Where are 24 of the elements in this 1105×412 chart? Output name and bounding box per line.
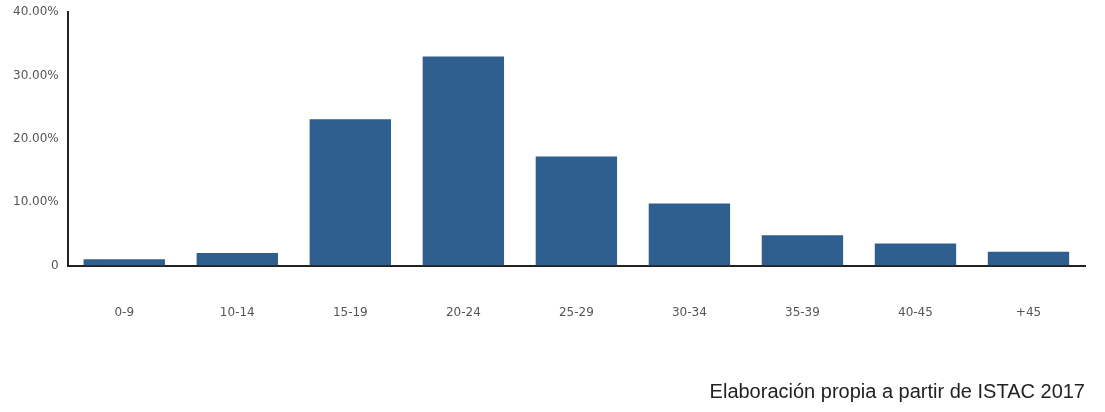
y-tick-label: 0 [51,257,59,272]
y-tick-label: 40.00% [12,4,59,19]
bar [987,251,1070,266]
bar [648,203,731,266]
bar [535,156,618,266]
x-tick-label: 0-9 [114,304,135,319]
x-tick-label: 15-19 [332,304,368,319]
y-tick-label: 20.00% [12,130,59,145]
x-tick-label: +45 [1015,304,1042,319]
y-tick-label: 30.00% [12,67,59,82]
text: Elaboración propia a partir de ISTAC 2017 [709,380,1085,403]
x-tick-label: 40-45 [898,304,933,319]
bar [761,235,844,266]
bar [83,259,165,266]
x-tick-label: 10-14 [219,304,255,319]
y-tick-label: 10.00% [12,194,59,209]
bar [309,119,392,266]
x-tick-label: 25-29 [558,304,594,319]
x-tick-label: 30-34 [671,304,707,319]
bar [196,252,278,266]
x-tick-label: 35-39 [784,304,820,319]
x-tick-label: 20-24 [445,304,481,319]
bar [422,56,505,266]
bar [874,243,957,266]
